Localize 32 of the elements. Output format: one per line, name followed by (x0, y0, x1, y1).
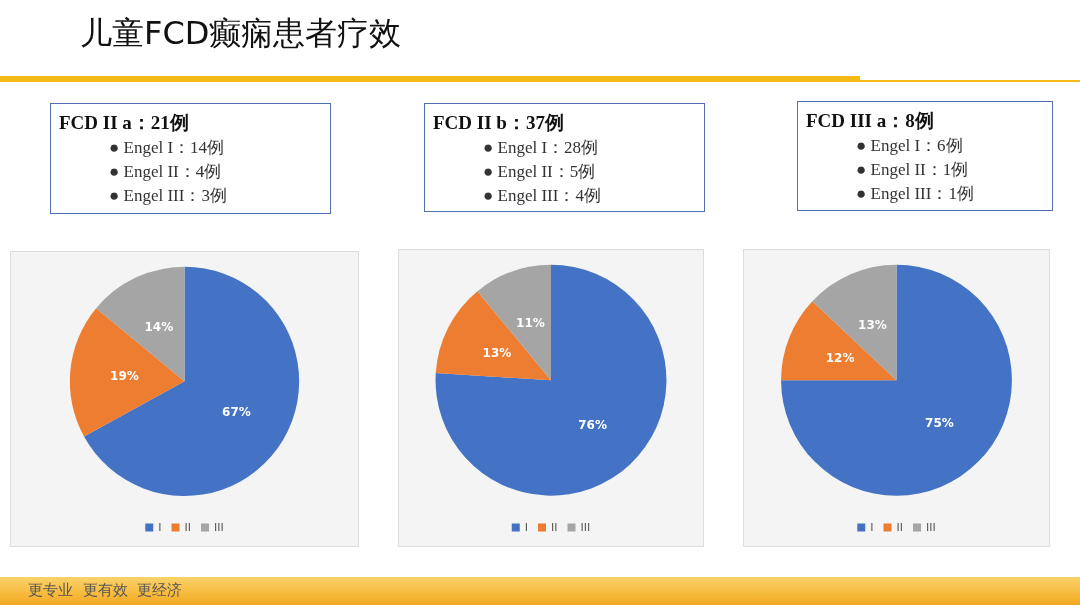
text: ● Engel III：3例 (109, 185, 228, 207)
data-label: 13% (858, 317, 887, 332)
data-label: 12% (825, 350, 855, 365)
data-label: 67% (222, 405, 251, 420)
chart-subtitle: FCD II a：21例 (59, 111, 190, 135)
legend-label: I (524, 521, 529, 534)
text: ● Engel III：4例 (483, 185, 602, 207)
text: ● Engel I：28例 (483, 137, 600, 159)
data-label: 14% (144, 319, 174, 334)
data-label: 11% (516, 316, 545, 331)
text: ● Engel III：1例 (856, 183, 975, 205)
chart-subtitle: FCD II b：37例 (433, 111, 565, 135)
text: ● Engel II：4例 (109, 161, 223, 183)
text: ● Engel I：6例 (856, 135, 964, 157)
data-label: 13% (482, 345, 512, 360)
legend-label: II (551, 521, 558, 534)
text: ● Engel II：1例 (856, 159, 970, 181)
legend-label: I (870, 521, 874, 534)
legend-label: II (184, 521, 192, 534)
legend-label: II (896, 521, 904, 534)
legend-label: III (580, 521, 591, 534)
legend-label: III (926, 521, 936, 534)
data-label: 76% (578, 417, 607, 432)
text: 更专业 更有效 更经济 (28, 581, 183, 600)
data-label: 75% (925, 416, 954, 431)
data-label: 19% (110, 368, 139, 383)
text: ● Engel I：14例 (109, 137, 226, 159)
text: ● Engel II：5例 (483, 161, 597, 183)
chart-subtitle: FCD III a：8例 (806, 109, 935, 133)
chart-title: 儿童FCD癫痫患者疗效 (80, 13, 402, 54)
legend-label: III (214, 521, 224, 534)
legend-label: I (158, 521, 162, 534)
